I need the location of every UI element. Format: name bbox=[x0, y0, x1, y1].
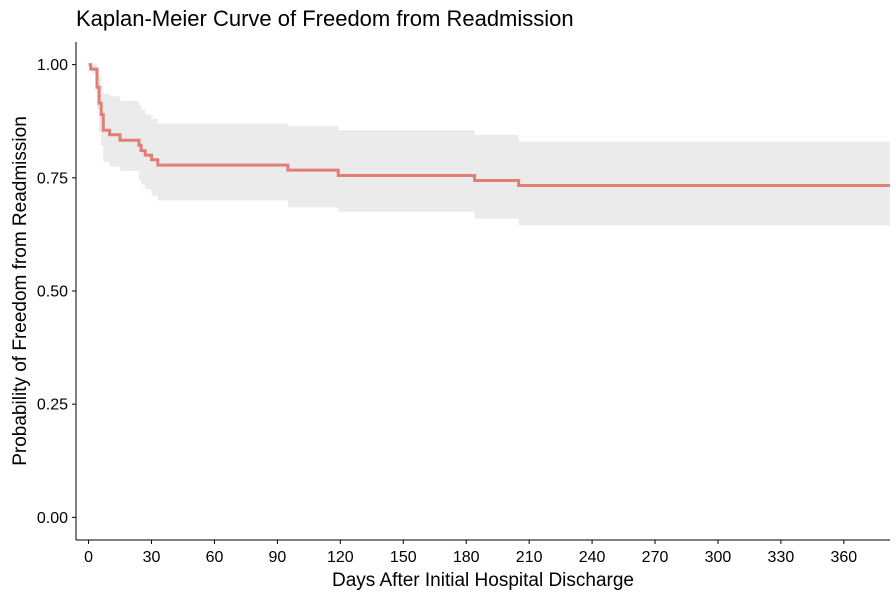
x-tick-label: 0 bbox=[84, 549, 93, 566]
x-axis-label: Days After Initial Hospital Discharge bbox=[332, 570, 634, 591]
y-axis-label: Probability of Freedom from Readmission bbox=[10, 116, 31, 466]
x-tick-label: 360 bbox=[830, 549, 857, 566]
survival-curve bbox=[88, 63, 890, 188]
y-tick-label: 1.00 bbox=[37, 57, 68, 74]
x-axis-ticks: 0 30 60 90 120 150 180 210 240 270 300 330 360 bbox=[84, 540, 857, 566]
x-tick-label: 90 bbox=[269, 549, 287, 566]
y-tick-label: 0.00 bbox=[37, 510, 68, 527]
x-tick-label: 210 bbox=[516, 549, 543, 566]
confidence-band bbox=[88, 64, 891, 226]
x-tick-label: 270 bbox=[642, 549, 669, 566]
y-tick-label: 0.25 bbox=[37, 397, 68, 414]
survival-curve-layer bbox=[88, 63, 890, 188]
y-tick-label: 0.50 bbox=[37, 284, 68, 301]
y-tick-label: 0.75 bbox=[37, 170, 68, 187]
chart-title: Kaplan-Meier Curve of Freedom from Readm… bbox=[76, 6, 574, 31]
x-tick-label: 60 bbox=[206, 549, 224, 566]
x-tick-label: 300 bbox=[705, 549, 732, 566]
x-tick-label: 330 bbox=[768, 549, 795, 566]
confidence-band-layer bbox=[88, 64, 891, 226]
x-tick-label: 240 bbox=[579, 549, 606, 566]
x-tick-label: 150 bbox=[390, 549, 417, 566]
x-tick-label: 180 bbox=[453, 549, 480, 566]
x-tick-label: 30 bbox=[143, 549, 161, 566]
y-axis-ticks: 0.00 0.25 0.50 0.75 1.00 bbox=[37, 57, 76, 527]
x-tick-label: 120 bbox=[327, 549, 354, 566]
